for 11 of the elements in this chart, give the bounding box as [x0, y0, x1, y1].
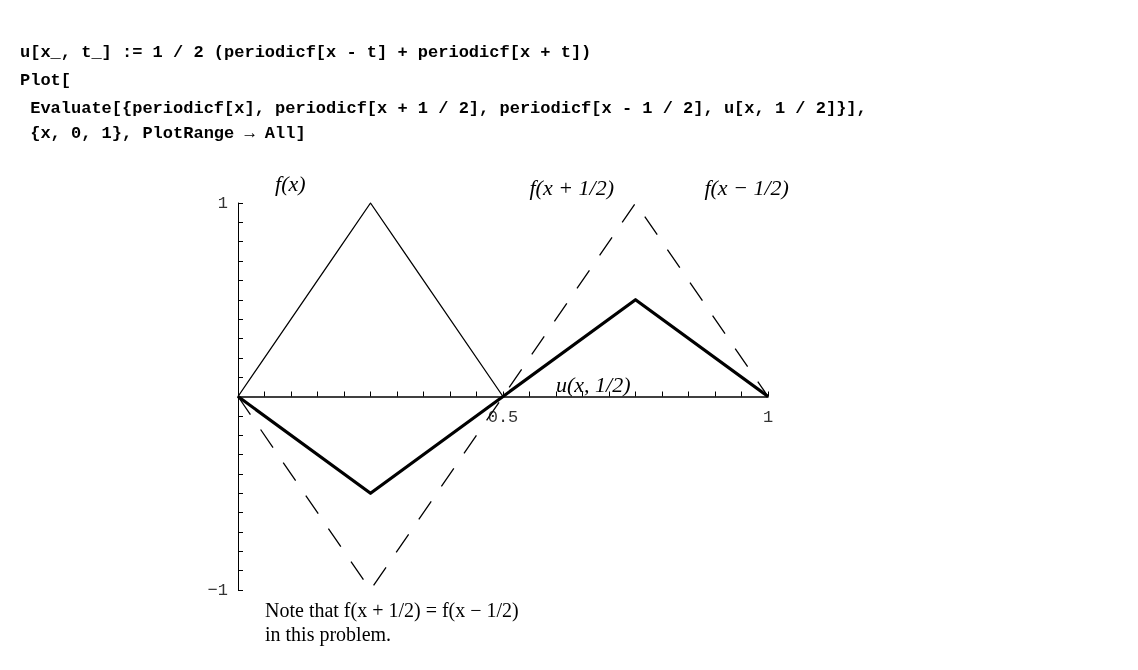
text: {x, 0, 1}, PlotRange → All] — [20, 123, 306, 143]
series-label: u(x, 1/2) — [556, 372, 631, 398]
text: f(x) — [275, 171, 306, 197]
x-tick-label: 0.5 — [487, 407, 519, 427]
text: Note that f(x + 1/2) = f(x − 1/2) in this problem. — [265, 599, 519, 646]
series-label: f(x + 1/2) — [529, 175, 614, 201]
text: Plot[ — [20, 70, 72, 90]
text: u[x_, t_] := 1 / 2 (periodicf[x - t] + periodicf[x + t]) — [20, 42, 592, 62]
text: Evaluate[{periodicf[x], periodicf[x + 1 / 2], periodicf[x - 1 / 2], u[x, 1 / 2]}], — [20, 98, 867, 118]
y-tick-label: −1 — [207, 580, 228, 600]
text: f(x − 1/2) — [704, 175, 789, 201]
